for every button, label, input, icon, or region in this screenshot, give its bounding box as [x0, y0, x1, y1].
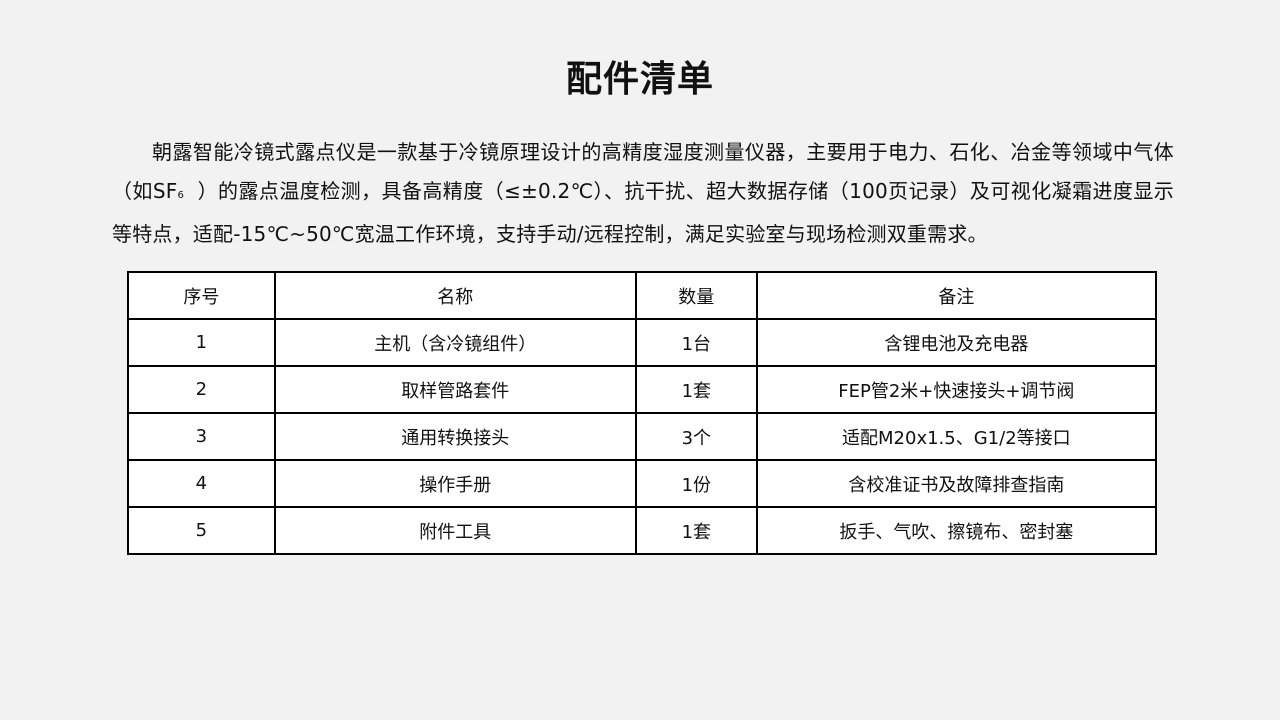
header-remarks: 备注 — [755, 271, 1158, 320]
cell-name: 通用转换接头 — [273, 412, 637, 461]
cell-index: 1 — [127, 318, 276, 367]
cell-quantity: 1台 — [634, 318, 758, 367]
table-header-row: 序号 名称 数量 备注 — [127, 271, 1158, 320]
header-quantity: 数量 — [634, 271, 758, 320]
header-index: 序号 — [127, 271, 276, 320]
cell-name: 取样管路套件 — [273, 365, 637, 414]
parts-table: 序号 名称 数量 备注 1 主机（含冷镜组件） 1台 含锂电池及充电器 2 取样管路套件 1… — [127, 271, 1158, 555]
cell-quantity: 1套 — [634, 506, 758, 555]
cell-remarks: FEP管2米+快速接头+调节阀 — [755, 365, 1158, 414]
cell-index: 4 — [127, 459, 276, 508]
table-row: 1 主机（含冷镜组件） 1台 含锂电池及充电器 — [127, 318, 1158, 367]
cell-name: 主机（含冷镜组件） — [273, 318, 637, 367]
table-row: 3 通用转换接头 3个 适配M20x1.5、G1/2等接口 — [127, 412, 1158, 461]
intro-paragraph: 朝露智能冷镜式露点仪是一款基于冷镜原理设计的高精度湿度测量仪器，主要用于电力、石… — [112, 133, 1174, 254]
paragraph-text-1: 朝露智能冷镜式露点仪是一款基于冷镜原理设计的高精度湿度测量仪器，主要用于电力、石… — [112, 140, 1174, 203]
paragraph-subscript: 6 — [177, 189, 185, 201]
cell-quantity: 1套 — [634, 365, 758, 414]
table-row: 2 取样管路套件 1套 FEP管2米+快速接头+调节阀 — [127, 365, 1158, 414]
cell-remarks: 含锂电池及充电器 — [755, 318, 1158, 367]
cell-remarks: 适配M20x1.5、G1/2等接口 — [755, 412, 1158, 461]
cell-remarks: 含校准证书及故障排查指南 — [755, 459, 1158, 508]
cell-quantity: 3个 — [634, 412, 758, 461]
cell-index: 2 — [127, 365, 276, 414]
cell-name: 操作手册 — [273, 459, 637, 508]
cell-name: 附件工具 — [273, 506, 637, 555]
cell-quantity: 1份 — [634, 459, 758, 508]
cell-index: 3 — [127, 412, 276, 461]
page-title: 配件清单 — [565, 59, 714, 100]
paragraph-text-2: ）的露点温度检测，具备高精度（≤±0.2℃）、抗干扰、超大数据存储（100页记录… — [112, 178, 1174, 247]
table-row: 4 操作手册 1份 含校准证书及故障排查指南 — [127, 459, 1158, 508]
cell-index: 5 — [127, 506, 276, 555]
header-name: 名称 — [273, 271, 637, 320]
cell-remarks: 扳手、气吹、擦镜布、密封塞 — [755, 506, 1158, 555]
table-row: 5 附件工具 1套 扳手、气吹、擦镜布、密封塞 — [127, 506, 1158, 555]
